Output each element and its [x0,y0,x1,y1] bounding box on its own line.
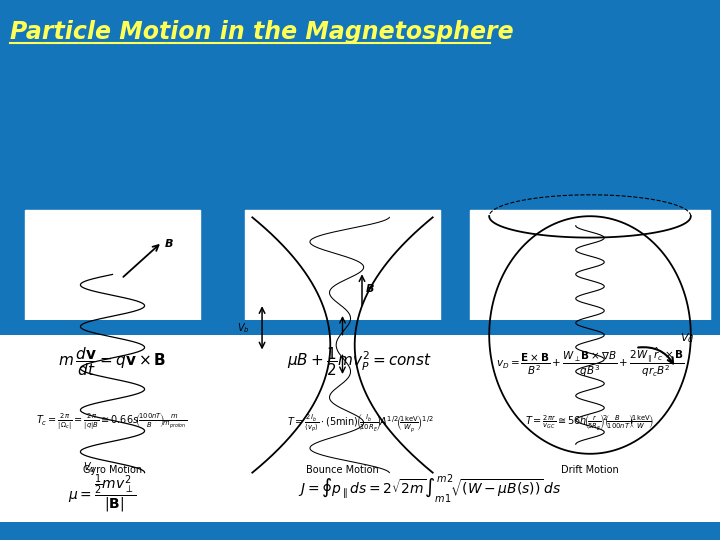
FancyBboxPatch shape [0,335,720,540]
Text: $v_D = \dfrac{\mathbf{E}\times\mathbf{B}}{B^2} + \dfrac{W_\perp\mathbf{B}\times\: $v_D = \dfrac{\mathbf{E}\times\mathbf{B}… [495,345,684,379]
Text: Particle Motion in the Magnetosphere: Particle Motion in the Magnetosphere [10,20,513,44]
Text: $V_g$: $V_g$ [84,461,96,475]
Text: $m\,\dfrac{d\mathbf{v}}{dt} = q\mathbf{v}\times\mathbf{B}$: $m\,\dfrac{d\mathbf{v}}{dt} = q\mathbf{v… [58,345,166,378]
Text: $V_b$: $V_b$ [238,321,250,335]
Text: Gyro Motion: Gyro Motion [83,465,142,475]
FancyBboxPatch shape [0,522,720,540]
Text: Drift Motion: Drift Motion [561,465,619,475]
Text: $\mu B + \dfrac{1}{2}mv_P^2 = const$: $\mu B + \dfrac{1}{2}mv_P^2 = const$ [287,345,433,378]
Text: $\mu = \dfrac{\frac{1}{2}mv_\perp^2}{|\mathbf{B}|}$: $\mu = \dfrac{\frac{1}{2}mv_\perp^2}{|\m… [68,472,136,515]
FancyBboxPatch shape [25,210,200,480]
Text: B: B [366,284,374,294]
FancyBboxPatch shape [0,320,720,335]
Text: $J = \oint p_\parallel ds = 2\sqrt{2m}\int_{m1}^{m2}\!\sqrt{(W - \mu B(s))}\,ds$: $J = \oint p_\parallel ds = 2\sqrt{2m}\i… [298,472,562,505]
FancyBboxPatch shape [470,210,710,480]
Text: Bounce Motion: Bounce Motion [306,465,379,475]
Text: $T = \frac{2\pi r}{v_{GC}} \cong 56h\!\left(\!\frac{r}{5R_E}\!\right)^{\!2}\!\!\: $T = \frac{2\pi r}{v_{GC}} \cong 56h\!\l… [526,412,654,432]
Text: $T_c = \frac{2\pi}{|\Omega_c|} = \frac{2\pi}{|q|B} \cong 0.66s\!\left(\!\frac{10: $T_c = \frac{2\pi}{|\Omega_c|} = \frac{2… [37,412,188,432]
Text: $T = \frac{2l_b}{\langle v_P \rangle}\cdot(5\mathrm{min})\!\left(\!\frac{l_b}{10: $T = \frac{2l_b}{\langle v_P \rangle}\cd… [287,412,433,435]
Text: $V_d$: $V_d$ [680,331,694,345]
FancyBboxPatch shape [245,210,440,480]
Text: B: B [165,239,174,249]
